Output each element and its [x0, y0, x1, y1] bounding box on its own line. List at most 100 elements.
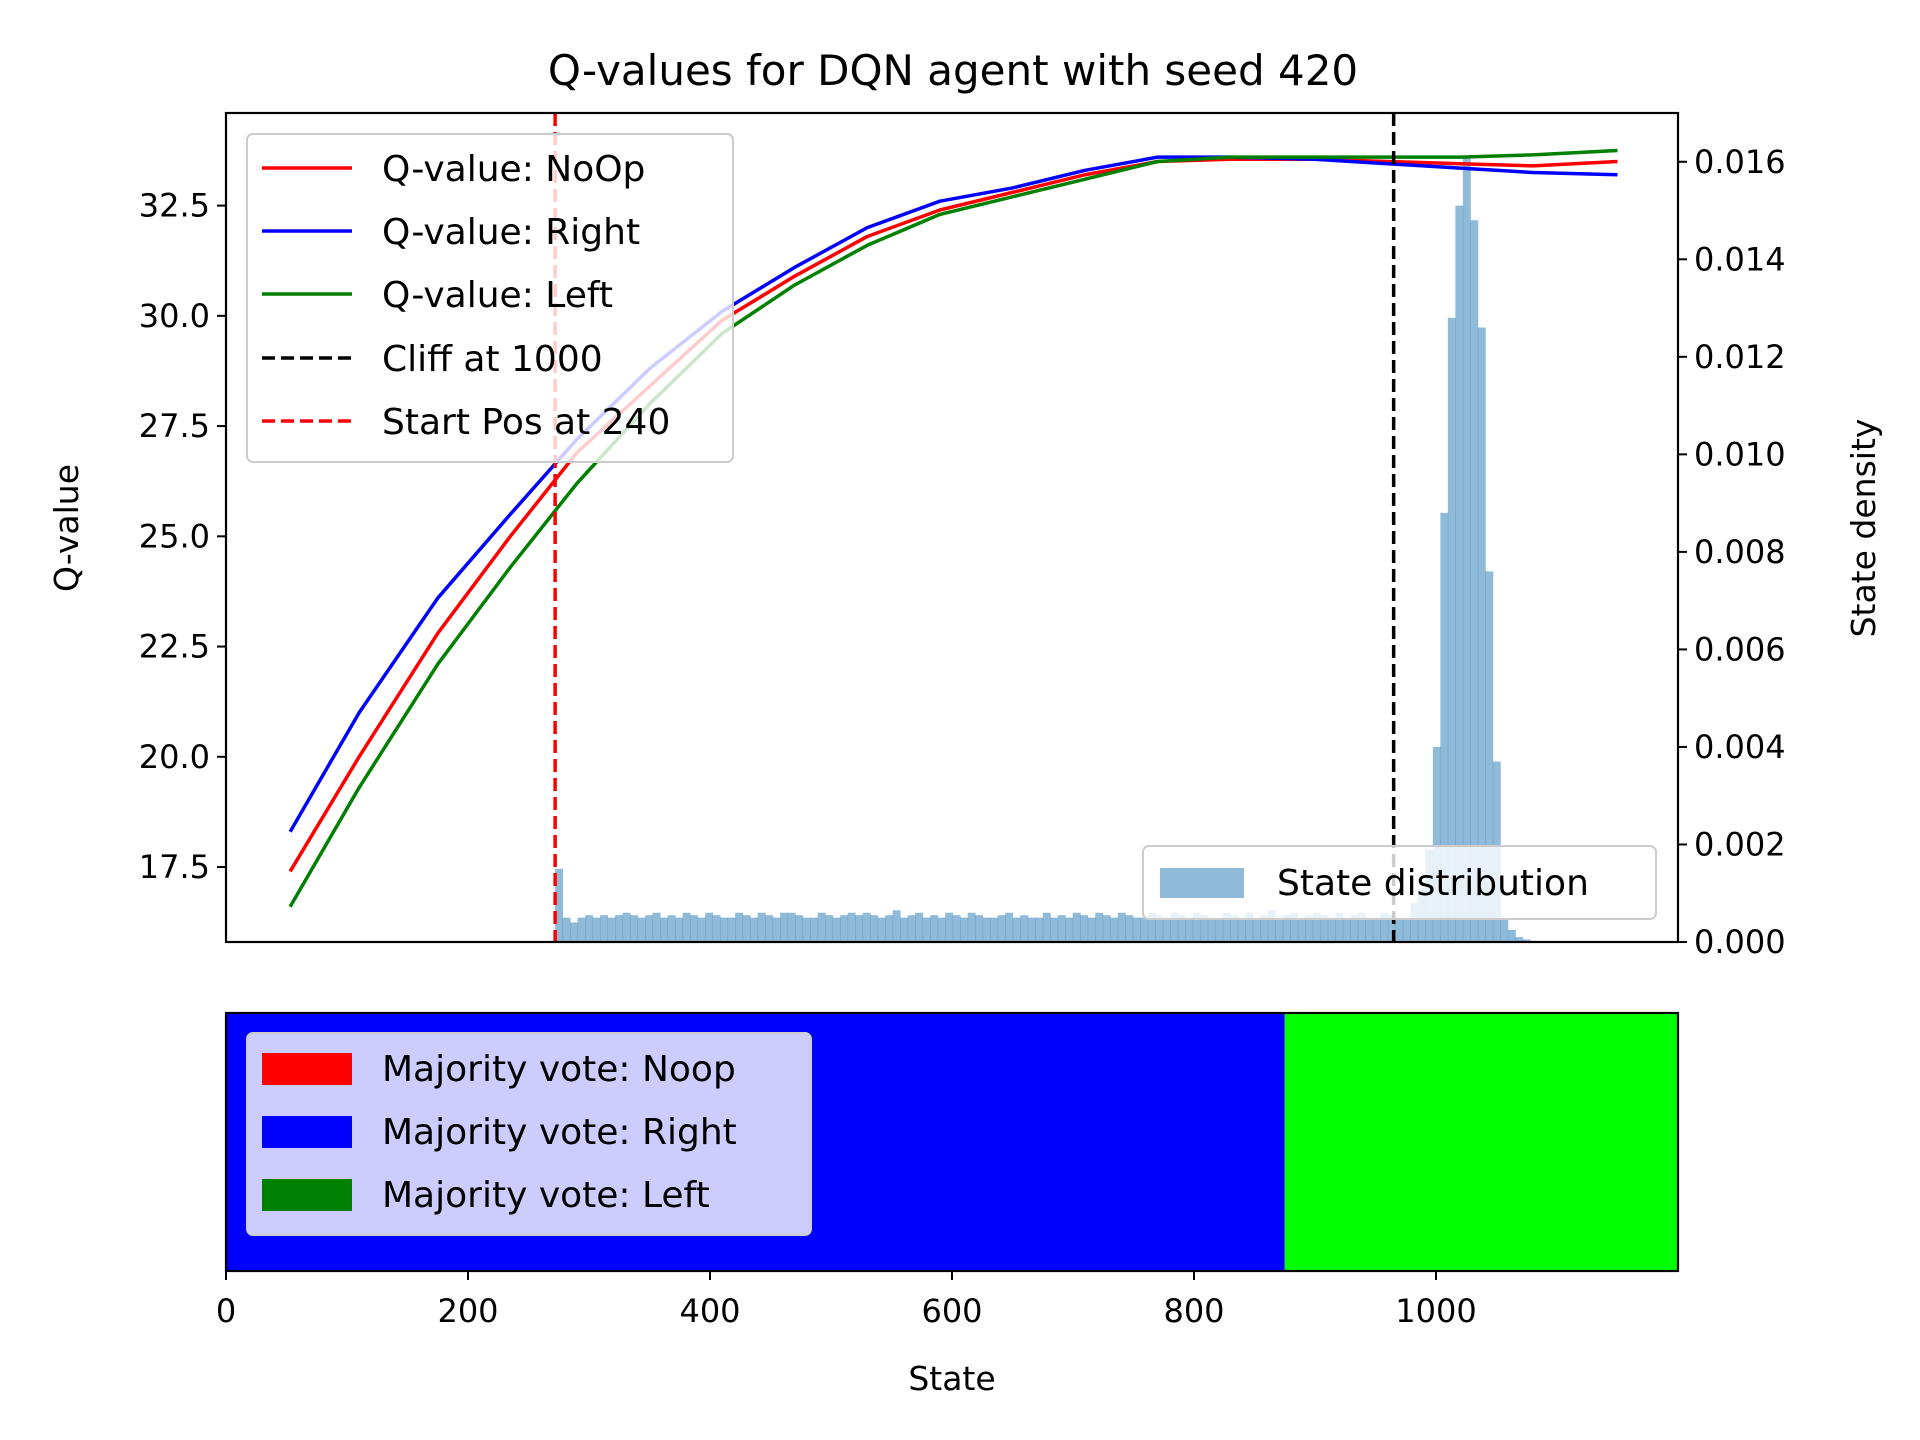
histogram-bar — [1080, 915, 1089, 942]
histogram-bar — [1507, 929, 1516, 942]
histogram-bar — [780, 912, 789, 942]
upper-plot-frame — [224, 111, 1680, 944]
histogram-bar — [1065, 917, 1074, 942]
histogram-bar — [982, 917, 991, 942]
histogram-bar — [825, 915, 834, 942]
histogram-bar — [862, 912, 871, 942]
histogram-bar — [1515, 937, 1524, 942]
majority-vote-segment — [1284, 1013, 1678, 1271]
histogram-bar — [997, 915, 1006, 942]
histogram-bar — [900, 917, 909, 942]
histogram-bar — [1342, 917, 1351, 942]
histogram-bar — [1447, 317, 1456, 942]
histogram-bar — [1162, 917, 1171, 942]
histogram-bar — [585, 915, 594, 942]
y2-tick-label: 0.004 — [1694, 728, 1786, 766]
histogram-bar — [1395, 917, 1404, 942]
histogram-bar — [810, 917, 819, 942]
histogram-bar — [1057, 915, 1066, 942]
histogram-bar — [930, 915, 939, 942]
histogram-bar — [622, 912, 631, 942]
histogram-bar — [967, 912, 976, 942]
histogram-bar — [592, 917, 601, 942]
histogram-bar — [630, 915, 639, 942]
y-axis-label: Q-value — [47, 464, 86, 592]
histogram-bar — [1125, 915, 1134, 942]
histogram-bar — [840, 915, 849, 942]
histogram-bar — [1432, 746, 1441, 942]
histogram-bar — [1155, 915, 1164, 942]
histogram-bar — [1215, 917, 1224, 942]
histogram-bar — [787, 912, 796, 942]
histogram-bar — [660, 917, 669, 942]
histogram-bar — [1185, 917, 1194, 942]
histogram-bar — [1305, 915, 1314, 942]
histogram-bar — [712, 915, 721, 942]
x-tick-label: 1000 — [1395, 1292, 1476, 1330]
histogram-bar — [832, 917, 841, 942]
histogram-bar — [1005, 912, 1014, 942]
histogram-bar — [1170, 912, 1179, 942]
histogram-bar — [637, 917, 646, 942]
histogram-bar — [1267, 910, 1276, 942]
histogram-bar — [1042, 912, 1051, 942]
y-tick-label: 22.5 — [139, 628, 210, 666]
series-line-left — [288, 148, 1618, 908]
legend-label-state-distribution: State distribution — [1277, 863, 1589, 904]
legend-swatch-vote-left — [262, 1179, 352, 1211]
histogram-bar — [915, 912, 924, 942]
legend-swatch-vote-right — [262, 1116, 352, 1148]
histogram-bar — [1402, 917, 1411, 942]
histogram-bar — [877, 917, 886, 942]
histogram-bar — [1087, 917, 1096, 942]
histogram-bar — [817, 912, 826, 942]
histogram-bar — [735, 912, 744, 942]
x-axis-ticks: 0 200 400 600 800 1000 — [216, 1271, 1477, 1330]
legend-label-right: Q-value: Right — [382, 212, 640, 253]
series-line-noop — [288, 157, 1618, 873]
y2-tick-label: 0.006 — [1694, 630, 1786, 668]
histogram-bar — [1372, 917, 1381, 942]
y2-tick-label: 0.000 — [1694, 923, 1786, 961]
histogram-bar — [1110, 917, 1119, 942]
x-tick-label: 600 — [921, 1292, 982, 1330]
histogram-bar — [697, 917, 706, 942]
x-tick-label: 800 — [1163, 1292, 1224, 1330]
histogram-bar — [1207, 917, 1216, 942]
lower-legend: Majority vote: Noop Majority vote: Right… — [246, 1032, 812, 1236]
histogram-bar — [600, 915, 609, 942]
histogram-bar — [772, 917, 781, 942]
histogram-bar — [990, 917, 999, 942]
y2-tick-label: 0.016 — [1694, 143, 1786, 181]
y2-tick-label: 0.002 — [1694, 825, 1786, 863]
histogram-bar — [1357, 912, 1366, 942]
legend-label-vote-right: Majority vote: Right — [382, 1112, 737, 1153]
histogram-bar — [705, 912, 714, 942]
histogram-bar — [1320, 915, 1329, 942]
histogram-bar — [1365, 917, 1374, 942]
histogram-bar — [1200, 915, 1209, 942]
legend-label-vote-noop: Majority vote: Noop — [382, 1049, 736, 1090]
histogram-bar — [1020, 915, 1029, 942]
histogram-bar — [1035, 917, 1044, 942]
histogram-bar — [750, 917, 759, 942]
histogram-bar — [952, 915, 961, 942]
histogram-bar — [922, 917, 931, 942]
histogram-bar — [1470, 220, 1479, 942]
series-line-right — [288, 155, 1618, 833]
histogram-bar — [562, 917, 571, 942]
histogram-bar — [1275, 917, 1284, 942]
histogram-bar — [1222, 912, 1231, 942]
y-tick-label: 27.5 — [139, 407, 210, 445]
y-tick-label: 30.0 — [139, 297, 210, 335]
histogram-bar — [1522, 939, 1531, 942]
histogram-bar — [847, 912, 856, 942]
upper-legend: Q-value: NoOp Q-value: Right Q-value: Le… — [246, 133, 734, 463]
histogram-bar — [1350, 915, 1359, 942]
histogram-bar — [1147, 912, 1156, 942]
y-tick-label: 20.0 — [139, 738, 210, 776]
histogram-bar — [1230, 915, 1239, 942]
histogram-legend: State distribution — [1142, 845, 1657, 920]
y2-axis-label: State density — [1844, 419, 1883, 638]
